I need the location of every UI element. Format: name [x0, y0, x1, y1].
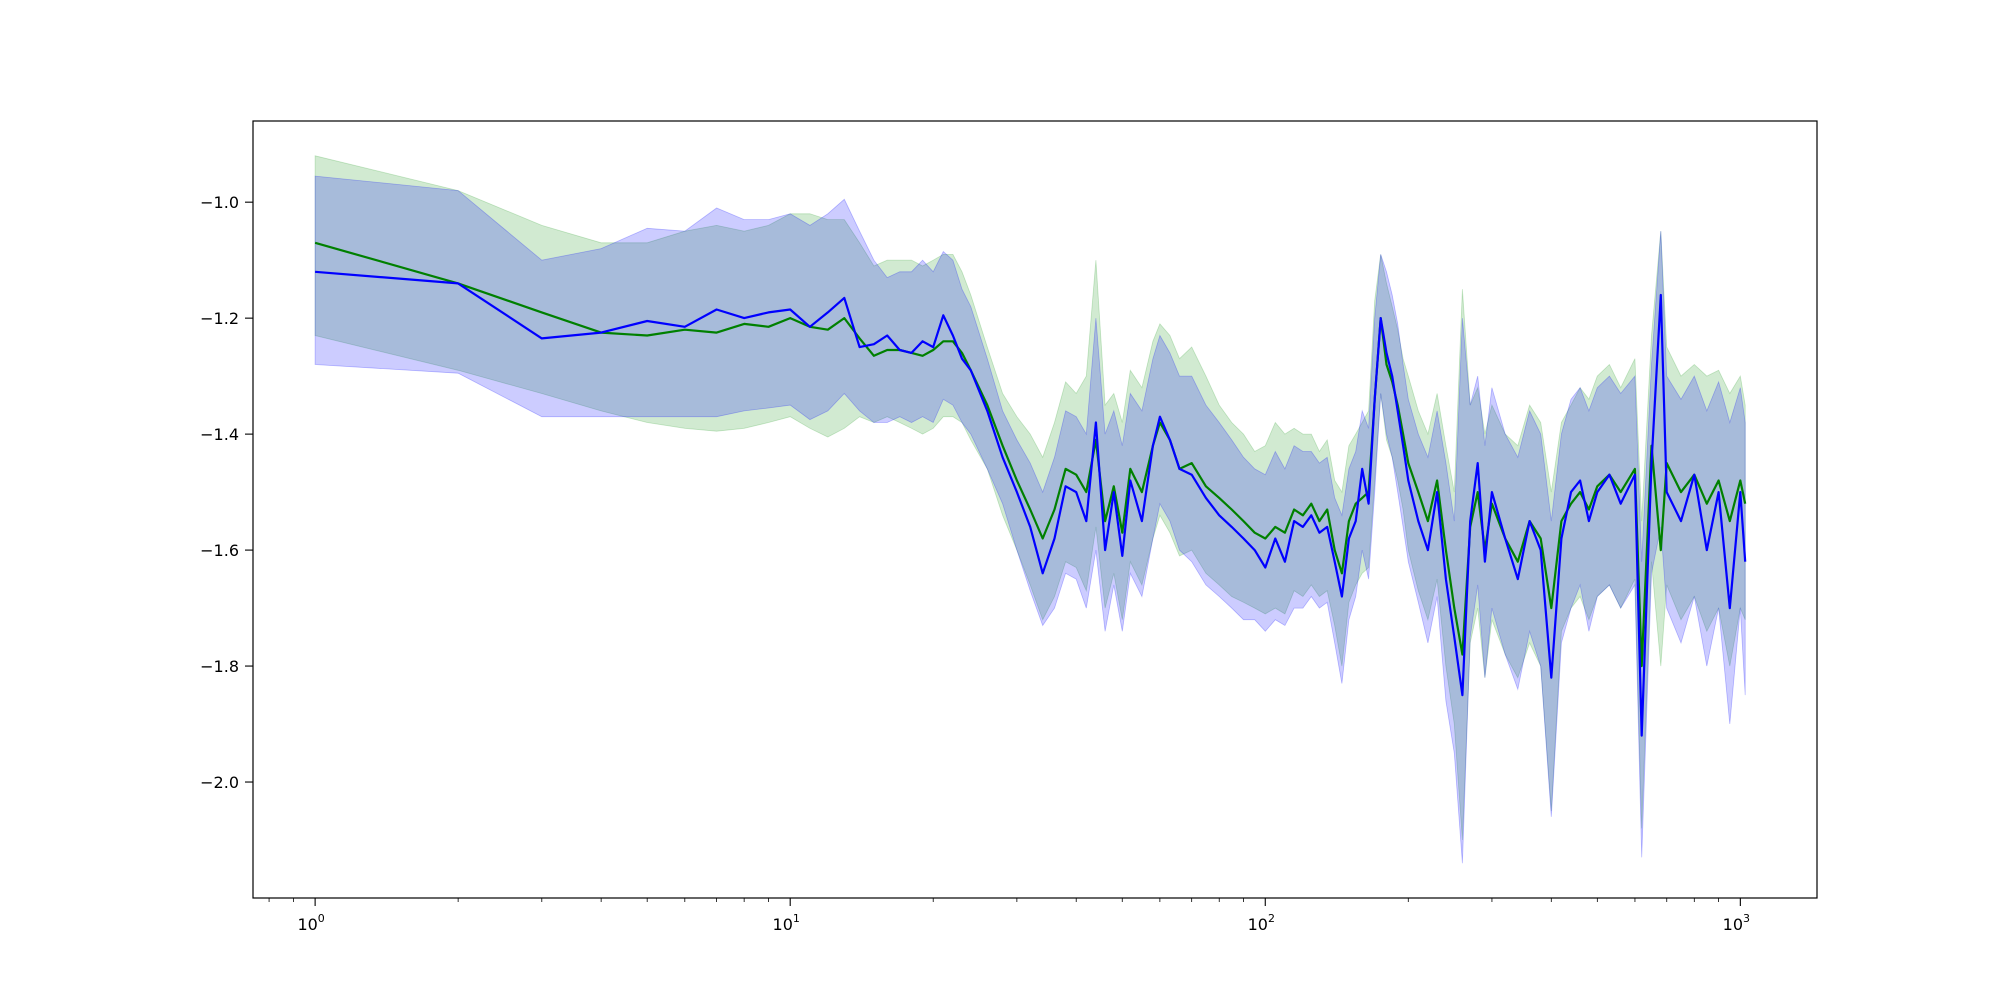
series-2-band [314, 175, 1746, 864]
x-tick-label: 100 [297, 912, 324, 934]
x-tick-label: 103 [1723, 912, 1750, 934]
series-1-line [314, 241, 1747, 668]
y-axis: −1.0 −1.2 −1.4 −1.6 −1.8 −2.0 [200, 193, 253, 792]
y-tick-label: −1.8 [200, 657, 239, 676]
x-axis: 100 101 102 103 [268, 898, 1750, 934]
y-tick-label: −1.4 [200, 425, 239, 444]
plot-area-frame [252, 120, 1818, 899]
confidence-bands [314, 155, 1746, 864]
y-tick-label: −2.0 [200, 773, 239, 792]
y-tick-label: −1.0 [200, 193, 239, 212]
y-tick-label: −1.2 [200, 309, 239, 328]
y-tick-label: −1.6 [200, 541, 239, 560]
x-tick-label: 102 [1248, 912, 1275, 934]
x-tick-label: 101 [773, 912, 800, 934]
series-lines [314, 241, 1747, 737]
series-2-line [315, 270, 1747, 737]
series-1-band [314, 155, 1746, 841]
